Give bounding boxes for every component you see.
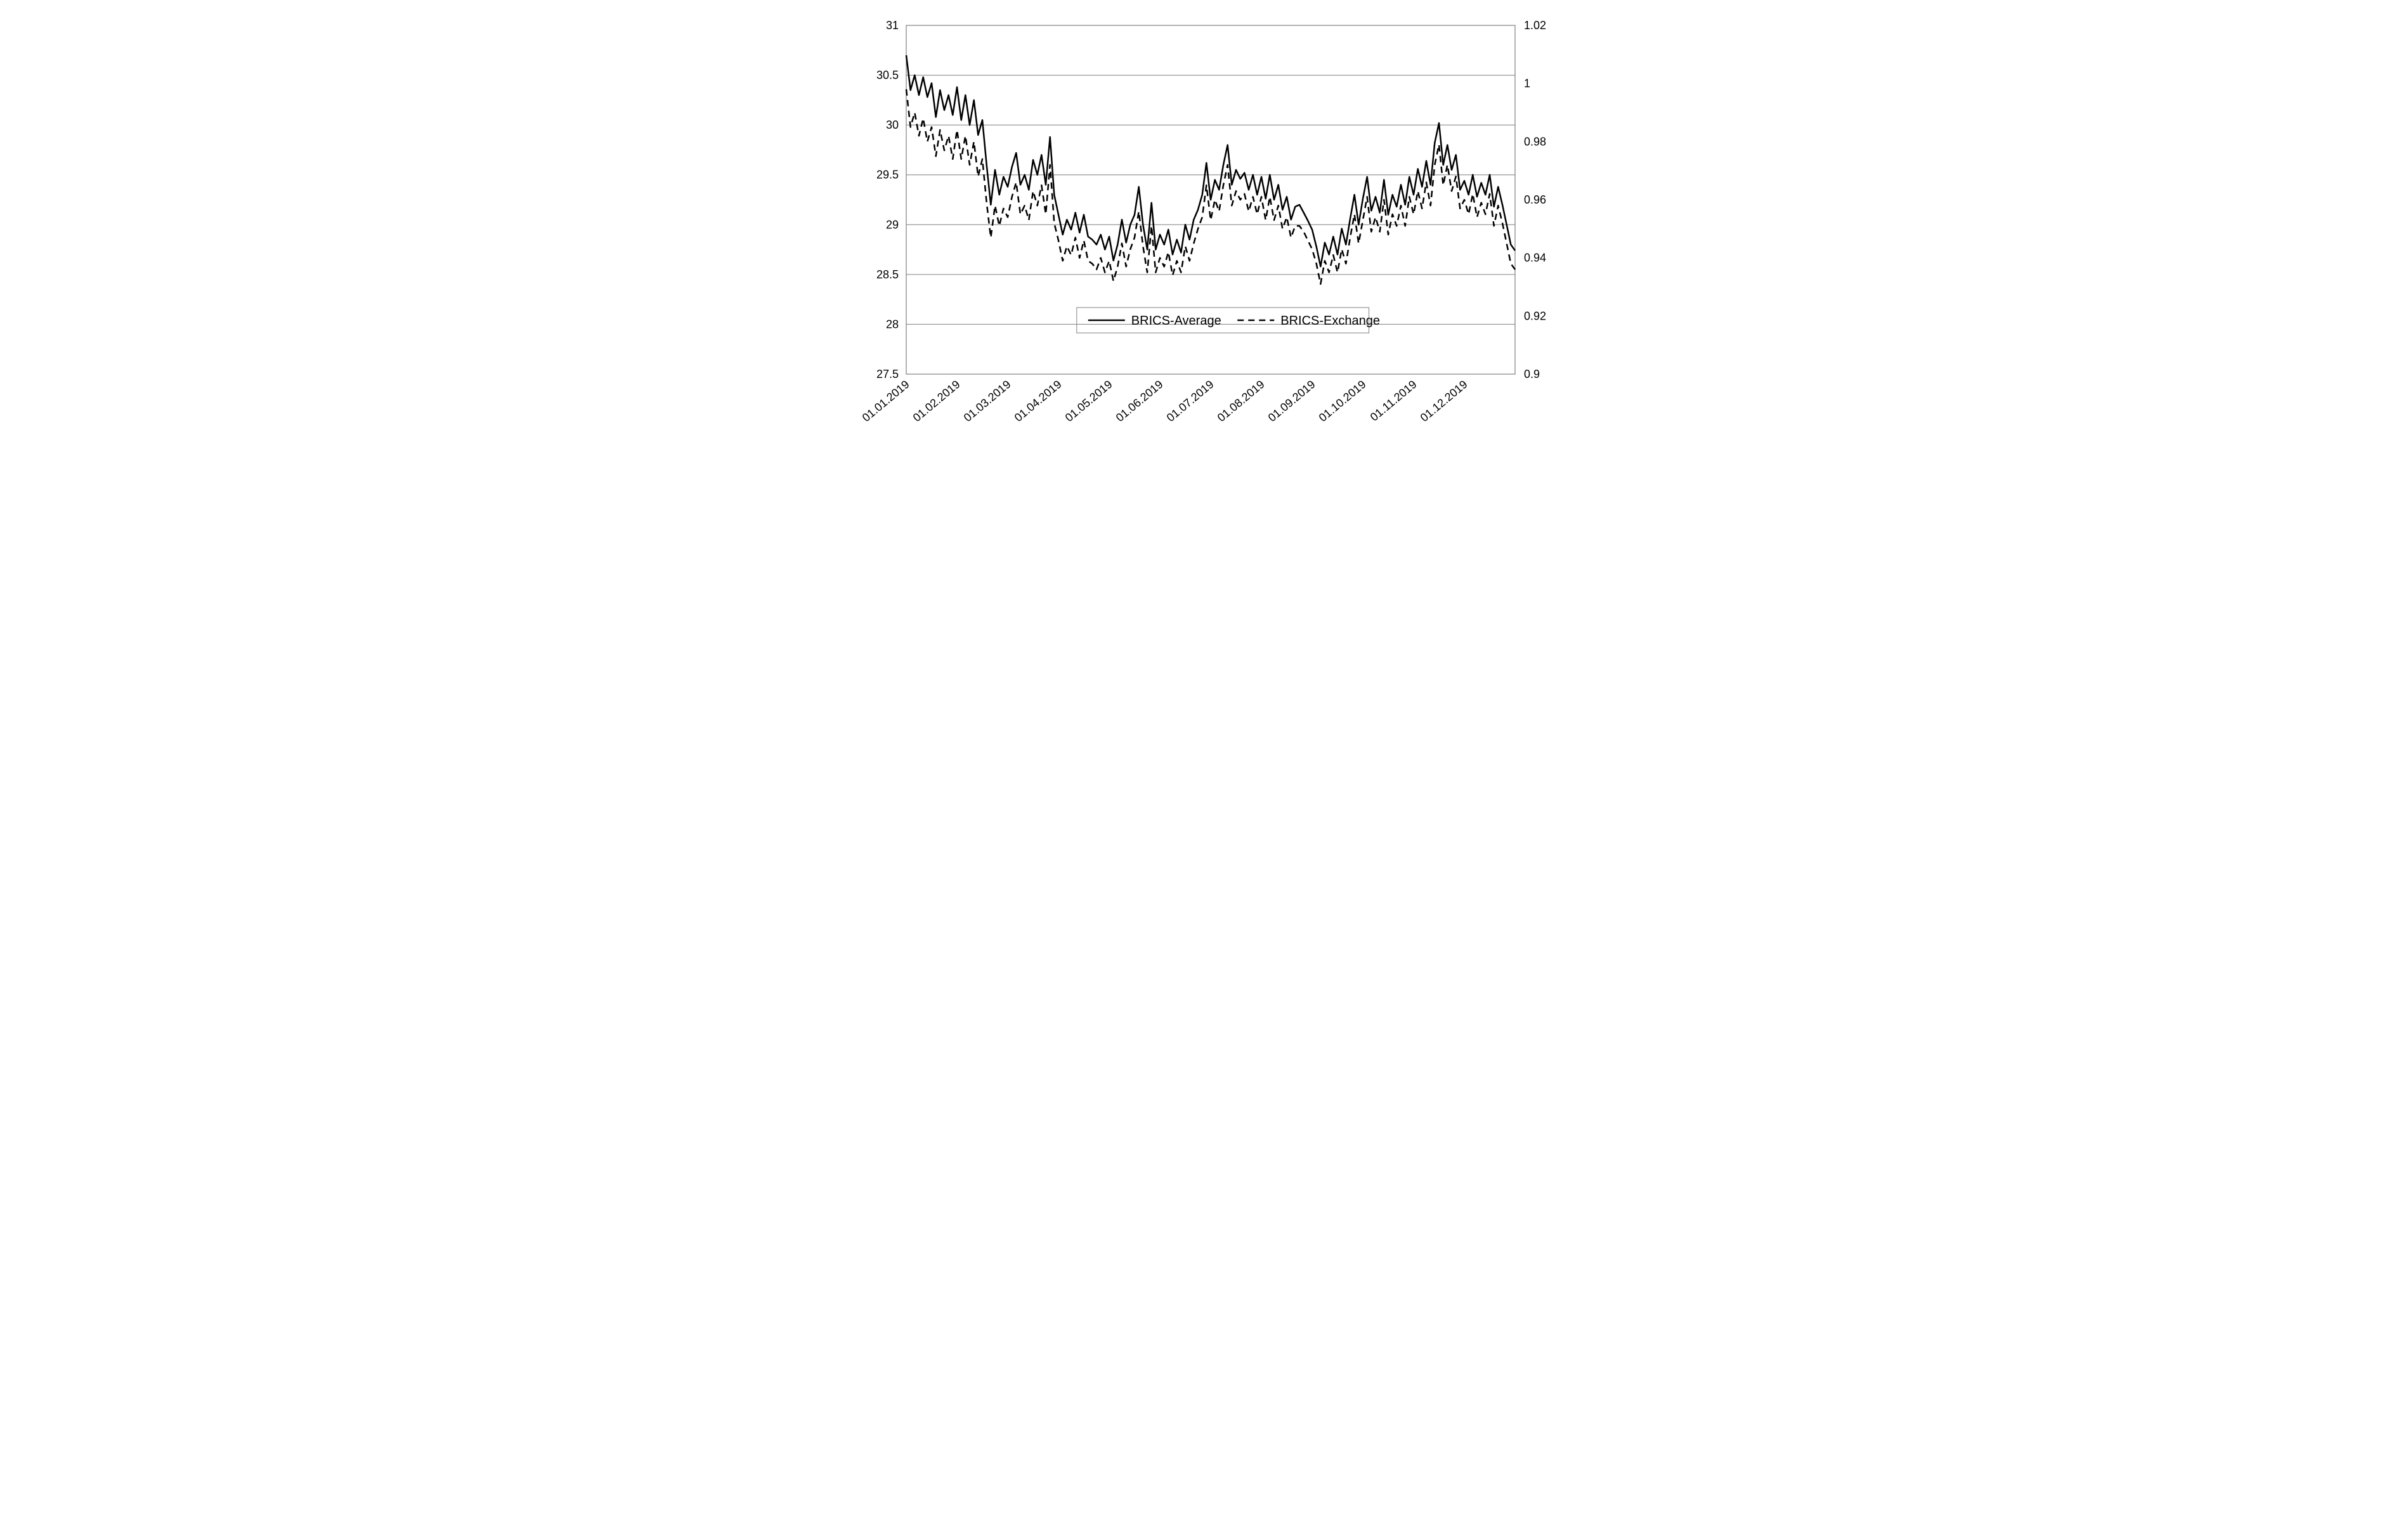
x-tick: 01.07.2019: [1164, 378, 1216, 424]
y-right-tick: 0.92: [1524, 309, 1546, 322]
legend-label: BRICS-Exchange: [1280, 314, 1380, 328]
x-tick: 01.06.2019: [1113, 378, 1165, 424]
y-left-tick: 31: [885, 19, 898, 32]
x-tick: 01.05.2019: [1062, 378, 1114, 424]
y-left-tick: 30: [885, 119, 898, 131]
y-right-tick: 0.9: [1524, 368, 1540, 380]
legend-label: BRICS-Average: [1131, 314, 1221, 328]
y-left-tick: 29: [885, 218, 898, 231]
y-right-tick: 0.94: [1524, 252, 1546, 264]
x-tick: 01.03.2019: [961, 378, 1013, 424]
x-tick: 01.09.2019: [1265, 378, 1317, 424]
chart-container: 27.5 28 28.5 29 29.5 30 30.5 31 0.9 0.92 0.94 0.96 0…: [856, 13, 1553, 457]
y-right-tick: 1: [1524, 77, 1530, 90]
y-left-tick: 30.5: [876, 69, 898, 82]
y-left-tick: 27.5: [876, 368, 898, 380]
x-tick: 01.02.2019: [910, 378, 962, 424]
x-tick: 01.10.2019: [1316, 378, 1368, 424]
x-tick: 01.12.2019: [1417, 378, 1469, 424]
x-tick: 01.04.2019: [1012, 378, 1064, 424]
x-tick: 01.11.2019: [1367, 378, 1419, 424]
y-right-tick: 0.98: [1524, 135, 1546, 148]
x-tick: 01.08.2019: [1214, 378, 1266, 424]
y-left-tick: 28.5: [876, 268, 898, 281]
line-chart: 27.5 28 28.5 29 29.5 30 30.5 31 0.9 0.92 0.94 0.96 0…: [856, 13, 1553, 457]
y-right-tick: 0.96: [1524, 193, 1546, 206]
x-tick: 01.01.2019: [859, 378, 911, 424]
y-left-tick: 29.5: [876, 169, 898, 181]
y-left-tick: 28: [885, 318, 898, 330]
series-brics-average: [906, 55, 1515, 266]
y-right-tick: 1.02: [1524, 19, 1546, 32]
